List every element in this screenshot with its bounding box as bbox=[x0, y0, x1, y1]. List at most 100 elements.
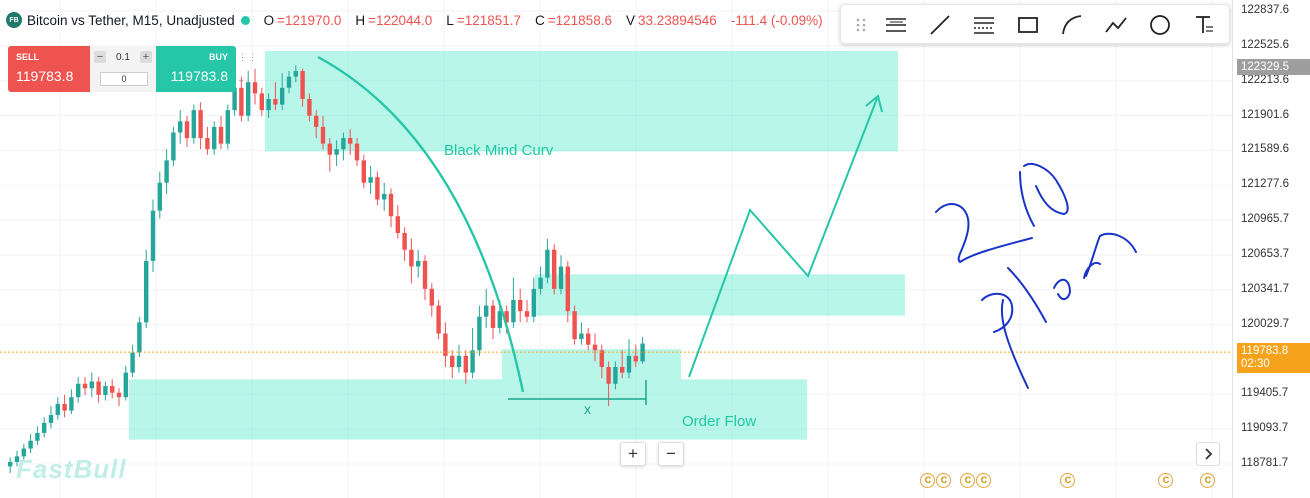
quantity-value[interactable]: 0.1 bbox=[116, 51, 130, 63]
event-marker[interactable]: C bbox=[1060, 472, 1076, 488]
candle-body bbox=[286, 76, 292, 88]
candle-body bbox=[178, 121, 183, 133]
candle-body bbox=[422, 260, 428, 289]
candle-body bbox=[633, 355, 638, 362]
candle-body bbox=[218, 126, 224, 144]
candle-body bbox=[518, 300, 523, 312]
event-marker[interactable]: C bbox=[1200, 472, 1216, 488]
candle-body bbox=[531, 288, 536, 317]
change-value: -111.4 (-0.09%) bbox=[730, 12, 823, 28]
candle-body bbox=[205, 138, 210, 150]
zoom-in-button[interactable]: + bbox=[620, 442, 646, 466]
candle-body bbox=[388, 193, 394, 217]
fibonacci-icon[interactable] bbox=[971, 12, 997, 38]
candle-body bbox=[28, 440, 33, 449]
low-label: L bbox=[446, 12, 454, 28]
candle-body bbox=[259, 93, 264, 111]
quantity-panel: − 0.1 + 0 bbox=[90, 46, 156, 92]
event-marker[interactable]: C bbox=[1158, 472, 1174, 488]
candle-body bbox=[640, 343, 645, 362]
candle-body bbox=[620, 367, 625, 373]
candle-body bbox=[395, 216, 400, 233]
candle-body bbox=[69, 397, 74, 411]
candle-body bbox=[354, 143, 360, 161]
candle-body bbox=[300, 71, 305, 99]
projection-path[interactable] bbox=[688, 95, 879, 378]
event-marker-icon: C bbox=[976, 473, 991, 488]
candle-body bbox=[490, 305, 496, 328]
candle-body bbox=[55, 403, 60, 416]
price-axis[interactable]: 122837.6 122525.6 122213.6 121901.6 121589.6… bbox=[1232, 0, 1310, 498]
quantity-minus-button[interactable]: − bbox=[94, 51, 106, 63]
candle-body bbox=[484, 305, 489, 317]
candle-body bbox=[171, 132, 176, 161]
buy-label: BUY bbox=[208, 52, 228, 62]
horizontal-lines-icon[interactable] bbox=[883, 12, 909, 38]
high-label: H bbox=[355, 12, 366, 28]
candle-body bbox=[137, 322, 142, 353]
candlestick-series bbox=[8, 65, 645, 474]
price-zone[interactable] bbox=[502, 349, 681, 380]
candle-body bbox=[144, 260, 149, 323]
candle-body bbox=[21, 448, 26, 457]
drag-handle-icon[interactable] bbox=[849, 12, 875, 38]
symbol-title[interactable]: Bitcoin vs Tether, M15, Unadjusted bbox=[27, 12, 235, 28]
event-marker-icon: C bbox=[936, 473, 951, 488]
rectangle-icon[interactable] bbox=[1015, 12, 1041, 38]
candle-body bbox=[416, 260, 421, 267]
price-tick-label: 122213.6 bbox=[1241, 73, 1289, 86]
candle-body bbox=[382, 193, 387, 200]
bar-countdown: 02:30 bbox=[1241, 358, 1270, 371]
black-mind-curve[interactable] bbox=[317, 55, 525, 393]
candle-body bbox=[48, 415, 54, 423]
candle-body bbox=[157, 182, 162, 211]
candle-body bbox=[334, 149, 339, 155]
quantity-plus-button[interactable]: + bbox=[140, 51, 152, 63]
candle-body bbox=[599, 350, 604, 368]
candle-body bbox=[613, 367, 618, 384]
circle-icon[interactable] bbox=[1147, 12, 1173, 38]
drag-handle-icon[interactable]: ⋮⋮ bbox=[238, 52, 258, 62]
price-tick-label: 118781.7 bbox=[1241, 457, 1289, 469]
candle-body bbox=[552, 249, 557, 289]
zoom-out-button[interactable]: − bbox=[658, 442, 684, 466]
candle-body bbox=[572, 311, 577, 340]
price-zone[interactable] bbox=[265, 50, 898, 152]
candle-body bbox=[76, 383, 81, 398]
candle-body bbox=[524, 311, 530, 317]
fastbull-watermark: FastBull bbox=[16, 454, 127, 484]
sell-button[interactable]: SELL 119783.8 bbox=[8, 46, 90, 92]
price-tick-label: 120029.7 bbox=[1241, 317, 1289, 330]
price-zone[interactable] bbox=[129, 379, 807, 440]
buy-button[interactable]: BUY 119783.8 bbox=[156, 46, 236, 92]
candle-body bbox=[89, 381, 94, 389]
chevron-down-icon[interactable]: ⌄ bbox=[237, 74, 246, 85]
volume-value: 33.23894546 bbox=[637, 12, 717, 28]
text-tool-icon[interactable] bbox=[1191, 12, 1217, 38]
projection-arrowhead bbox=[865, 94, 883, 113]
candle-body bbox=[96, 381, 101, 395]
candle-body bbox=[293, 71, 298, 77]
polyline-icon[interactable] bbox=[1103, 12, 1129, 38]
candle-body bbox=[504, 311, 509, 323]
candle-body bbox=[320, 126, 326, 144]
spread-field: 0 bbox=[100, 72, 148, 86]
candle-body bbox=[252, 82, 258, 94]
candle-body bbox=[626, 355, 632, 373]
arc-icon[interactable] bbox=[1059, 12, 1085, 38]
event-marker-icon: C bbox=[1060, 473, 1075, 488]
scroll-right-button[interactable] bbox=[1196, 442, 1220, 466]
candle-body bbox=[130, 352, 135, 373]
handwritten-note[interactable] bbox=[935, 162, 1137, 389]
candle-body bbox=[327, 143, 332, 155]
candle-body bbox=[62, 403, 67, 411]
trend-line-icon[interactable] bbox=[927, 12, 953, 38]
price-tick-label: 119405.7 bbox=[1241, 387, 1289, 400]
event-marker-icon: C bbox=[1158, 473, 1173, 488]
price-chart[interactable]: Black Mind Curv x Order Flow bbox=[0, 0, 1232, 498]
candle-body bbox=[477, 316, 482, 351]
price-tick-label: 122837.6 bbox=[1241, 4, 1289, 16]
current-price-tag: 119783.8 02:30 bbox=[1237, 343, 1310, 374]
